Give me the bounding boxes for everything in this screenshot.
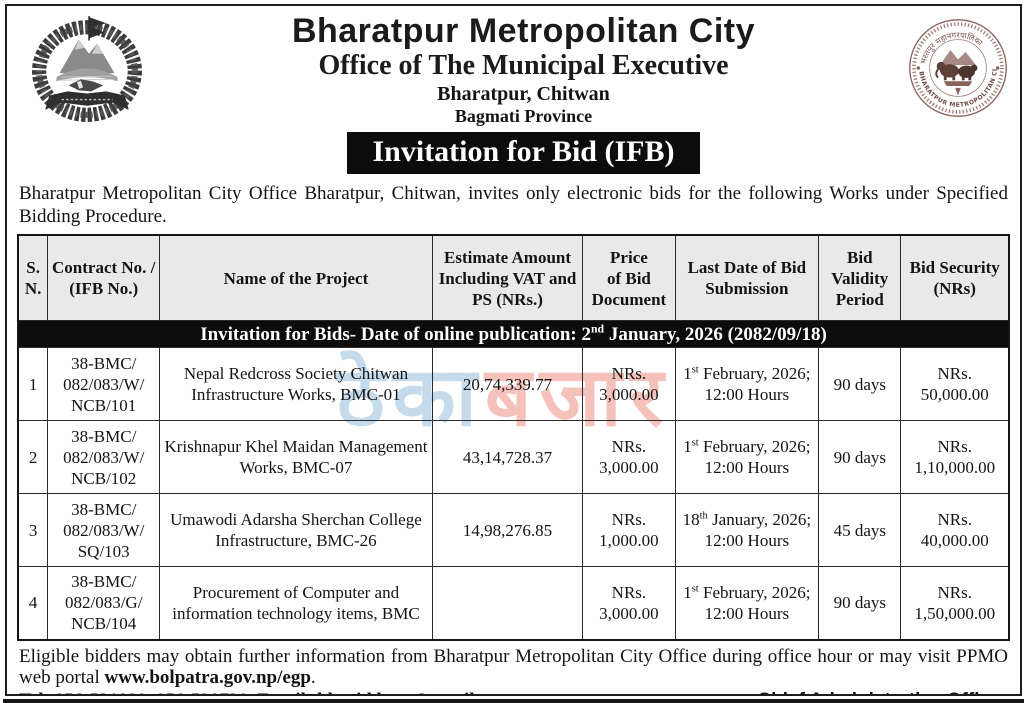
signature-line: – Chief Administrative Officer [742,690,1008,695]
cell-sn: 2 [17,420,49,494]
table-row: 1 38-BMC/ 082/083/W/ NCB/101 Nepal Redcr… [17,347,1010,421]
cell-security: NRs. 50,000.00 [900,347,1010,421]
col-header-contract: Contract No. / (IFB No.) [47,234,161,321]
cell-security: NRs. 1,10,000.00 [900,420,1010,494]
nepal-municipal-emblem-icon [32,16,142,122]
ppmo-portal-url: www.bolpatra.gov.np/egp [104,667,311,688]
cell-project-name: Nepal Redcross Society Chitwan Infrastru… [159,347,433,421]
col-header-price: Price of Bid Document [582,234,676,321]
emblem-box [17,12,167,127]
publication-date-text: Invitation for Bids- Date of online publ… [17,320,1010,348]
col-header-project-name: Name of the Project [159,234,433,321]
publication-date-row: Invitation for Bids- Date of online publ… [17,320,1010,348]
cell-sn: 3 [17,493,49,567]
office-subtitle: Office of The Municipal Executive [318,50,729,81]
cell-estimate: 20,74,339.77 [431,347,584,421]
cell-estimate: 43,14,728.37 [431,420,584,494]
cell-validity: 90 days [818,566,902,640]
cell-security: NRs. 1,50,000.00 [900,566,1010,640]
city-line: Bharatpur, Chitwan [437,83,610,105]
cell-price: NRs. 3,000.00 [582,420,676,494]
col-header-sn: S. N. [17,234,49,321]
table-row: 3 38-BMC/ 082/083/W/ SQ/103 Umawodi Adar… [17,493,1010,567]
col-header-last-date: Last Date of Bid Submission [674,234,820,321]
ifb-banner: Invitation for Bid (IFB) [346,132,701,174]
cell-price: NRs. 1,000.00 [582,493,676,567]
bid-table: S. N. Contract No. / (IFB No.) Name of t… [17,234,1010,641]
cell-estimate: 14,98,276.85 [431,493,584,567]
cell-project-name: Procurement of Computer and information … [159,566,433,640]
seal-box: भरतपुर महानगरपालिका BHARATPUR METROPOLIT… [880,12,1010,120]
further-information-note: Eligible bidders may obtain further info… [19,645,1008,689]
bid-table-wrap: ठेकाबजार S. N. Contract No. / (IFB No.) … [17,234,1010,641]
metropolitan-city-seal-icon: भरतपुर महानगरपालिका BHARATPUR METROPOLIT… [906,16,1007,117]
cell-sn: 1 [17,347,49,421]
cell-project-name: Umawodi Adarsha Sherchan College Infrast… [159,493,433,567]
cell-validity: 45 days [818,493,902,567]
cell-price: NRs. 3,000.00 [582,566,676,640]
contact-row: Tel: 056-521080, 056-520720, Email: khar… [19,690,1008,695]
cell-validity: 90 days [818,347,902,421]
cell-security: NRs. 40,000.00 [900,493,1010,567]
cell-contract: 38-BMC/ 082/083/W/ NCB/102 [47,420,161,494]
notice-page: Bharatpur Metropolitan City Office of Th… [5,4,1022,696]
masthead: Bharatpur Metropolitan City Office of Th… [17,12,1010,174]
table-header-row: S. N. Contract No. / (IFB No.) Name of t… [17,234,1010,321]
cell-last-date: 1st February, 2026; 12:00 Hours [674,420,820,494]
col-header-security: Bid Security (NRs) [900,234,1010,321]
page-title: Bharatpur Metropolitan City [291,12,756,50]
table-row: 2 38-BMC/ 082/083/W/ NCB/102 Krishnapur … [17,420,1010,494]
bottom-border-bar [3,699,1024,703]
col-header-validity: Bid Validity Period [818,234,902,321]
cell-contract: 38-BMC/ 082/083/W/ SQ/103 [47,493,161,567]
intro-paragraph: Bharatpur Metropolitan City Office Bhara… [19,183,1008,227]
cell-last-date: 1st February, 2026; 12:00 Hours [674,566,820,640]
cell-price: NRs. 3,000.00 [582,347,676,421]
tel-email-line: Tel: 056-521080, 056-520720, Email: khar… [19,690,513,695]
cell-contract: 38-BMC/ 082/083/W/ NCB/101 [47,347,161,421]
cell-contract: 38-BMC/ 082/083/G/ NCB/104 [47,566,161,640]
table-row: 4 38-BMC/ 082/083/G/ NCB/104 Procurement… [17,566,1010,640]
cell-last-date: 18th January, 2026; 12:00 Hours [674,493,820,567]
cell-sn: 4 [17,566,49,640]
cell-project-name: Krishnapur Khel Maidan Management Works,… [159,420,433,494]
cell-last-date: 1st February, 2026; 12:00 Hours [674,347,820,421]
title-block: Bharatpur Metropolitan City Office of Th… [167,12,880,174]
province-line: Bagmati Province [454,106,593,126]
note-text: Eligible bidders may obtain further info… [19,645,1008,689]
cell-estimate [431,566,584,640]
col-header-estimate: Estimate Amount Including VAT and PS (NR… [431,234,584,321]
cell-validity: 90 days [818,420,902,494]
